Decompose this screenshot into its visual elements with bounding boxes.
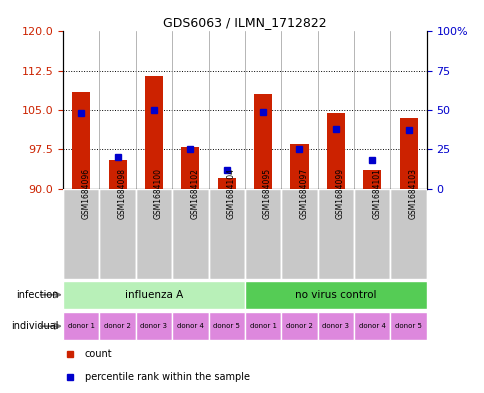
Bar xyxy=(63,281,244,309)
Text: donor 5: donor 5 xyxy=(213,323,240,329)
Bar xyxy=(145,76,163,189)
Bar xyxy=(136,312,172,340)
Text: donor 2: donor 2 xyxy=(104,323,131,329)
Text: GSM1684100: GSM1684100 xyxy=(153,168,163,219)
Text: GSM1684103: GSM1684103 xyxy=(408,168,417,219)
Text: influenza A: influenza A xyxy=(124,290,183,300)
Text: donor 4: donor 4 xyxy=(358,323,385,329)
Bar xyxy=(63,189,99,279)
Bar xyxy=(281,189,317,279)
Bar xyxy=(172,189,208,279)
Bar xyxy=(290,144,308,189)
Text: no virus control: no virus control xyxy=(294,290,376,300)
Text: infection: infection xyxy=(15,290,58,300)
Text: GSM1684101: GSM1684101 xyxy=(372,168,380,219)
Text: GSM1684102: GSM1684102 xyxy=(190,168,199,219)
Text: donor 5: donor 5 xyxy=(394,323,421,329)
Bar xyxy=(99,189,136,279)
Bar xyxy=(390,312,426,340)
Bar xyxy=(281,312,317,340)
Bar xyxy=(208,189,244,279)
Text: GSM1684104: GSM1684104 xyxy=(226,168,235,219)
Bar xyxy=(317,189,353,279)
Bar xyxy=(181,147,199,189)
Bar xyxy=(63,312,99,340)
Bar xyxy=(217,178,235,189)
Bar xyxy=(244,312,281,340)
Title: GDS6063 / ILMN_1712822: GDS6063 / ILMN_1712822 xyxy=(163,16,326,29)
Text: count: count xyxy=(85,349,112,359)
Text: GSM1684097: GSM1684097 xyxy=(299,167,308,219)
Bar xyxy=(172,312,208,340)
Bar xyxy=(390,189,426,279)
Text: GSM1684095: GSM1684095 xyxy=(262,167,272,219)
Text: donor 1: donor 1 xyxy=(249,323,276,329)
Bar xyxy=(244,189,281,279)
Bar xyxy=(317,312,353,340)
Text: donor 3: donor 3 xyxy=(140,323,167,329)
Text: donor 3: donor 3 xyxy=(322,323,348,329)
Text: GSM1684096: GSM1684096 xyxy=(81,167,90,219)
Bar xyxy=(353,189,390,279)
Bar xyxy=(72,92,90,189)
Bar xyxy=(244,281,426,309)
Text: individual: individual xyxy=(11,321,58,331)
Bar xyxy=(254,94,272,189)
Bar xyxy=(208,312,244,340)
Bar xyxy=(99,312,136,340)
Bar xyxy=(136,189,172,279)
Bar xyxy=(399,118,417,189)
Bar xyxy=(363,170,380,189)
Bar xyxy=(353,312,390,340)
Text: GSM1684099: GSM1684099 xyxy=(335,167,344,219)
Bar xyxy=(326,113,344,189)
Text: donor 4: donor 4 xyxy=(177,323,203,329)
Text: percentile rank within the sample: percentile rank within the sample xyxy=(85,372,249,382)
Text: GSM1684098: GSM1684098 xyxy=(117,168,126,219)
Bar xyxy=(108,160,126,189)
Text: donor 2: donor 2 xyxy=(286,323,312,329)
Text: donor 1: donor 1 xyxy=(68,323,94,329)
